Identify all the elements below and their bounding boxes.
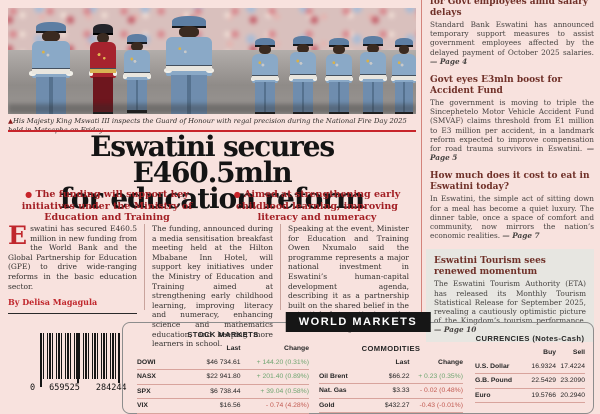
issue-barcode: 0 659525 284244 — [30, 333, 130, 393]
drop-cap: E — [8, 221, 28, 250]
headline-line-1: Eswatini secures E460.5mln — [90, 130, 335, 189]
table-title: STOCK MARKETS — [187, 330, 259, 339]
standfirst-item: ● The funding will support key initiativ… — [8, 189, 206, 224]
brief-title: Govt eyes E3mln boost for Accident Fund — [430, 75, 563, 96]
brief-title: How much does it cost to eat in Eswatini… — [430, 171, 590, 192]
table-row: Euro 19.5766 20.2940 — [475, 389, 585, 403]
world-markets-panel: WORLD MARKETS STOCK MARKETS Last Change … — [122, 312, 594, 414]
bullet-icon: ● — [233, 189, 241, 199]
sidebar-divider — [421, 0, 422, 312]
soldier-figure — [122, 34, 152, 113]
crowd-background — [8, 8, 416, 54]
news-briefs-sidebar: for Govt employees amid salary delays St… — [426, 0, 594, 351]
brief-body: In Eswatini, the simple act of sitting d… — [430, 194, 594, 241]
soldier-figure — [162, 16, 216, 114]
page-ref: — Page 7 — [502, 231, 540, 241]
article-paragraph: Speaking at the event, Minister for Educ… — [288, 224, 409, 319]
page-ref: — Page 4 — [430, 56, 468, 66]
table-row: G.B. Pound 22.5429 23.2090 — [475, 374, 585, 389]
soldier-figure — [250, 38, 280, 114]
table-header: Last Change — [395, 359, 463, 367]
article-paragraph: The funding, announced during a media se… — [152, 224, 273, 349]
page-ref: — Page 10 — [434, 325, 477, 335]
table-row: DOWI $46 734.61 + 144.20 (0.31%) — [137, 356, 309, 370]
soldier-figure — [324, 38, 354, 114]
table-row: Nat. Gas $3.33 - 0.02 (0.48%) — [319, 384, 463, 399]
standfirst-text: Aimed at strengthening early childhood l… — [236, 189, 401, 223]
standfirst-text: The funding will support key initiatives… — [21, 189, 193, 223]
stock-markets-table: STOCK MARKETS Last Change DOWI $46 734.6… — [137, 330, 309, 414]
barcode-bars — [40, 333, 120, 379]
sidebar-brief: for Govt employees amid salary delays St… — [430, 0, 594, 66]
table-row: Oil Brent $66.22 + 0.23 (0.35%) — [319, 370, 463, 384]
table-row: SPX $6 738.44 + 39.04 (0.58%) — [137, 385, 309, 399]
photo-shadow — [8, 104, 416, 114]
soldier-figure — [288, 36, 318, 114]
world-markets-tab: WORLD MARKETS — [285, 312, 431, 332]
headline-line-2: for education reform — [59, 182, 365, 215]
table-header: Buy Sell — [543, 349, 585, 357]
red-officer-figure — [88, 24, 118, 114]
article-column-2: The funding, announced during a media se… — [144, 224, 280, 348]
standfirst: ● The funding will support key initiativ… — [8, 189, 416, 224]
table-title: CURRENCIES (Notes-Cash) — [475, 334, 585, 343]
soldier-figure — [390, 38, 416, 114]
byline-rule — [8, 312, 137, 314]
table-row: NASX $22 941.80 + 201.40 (0.89%) — [137, 370, 309, 385]
article-paragraph: swatini has secured E460.5 million in ne… — [8, 224, 137, 291]
standfirst-item: ● Aimed at strengthening early childhood… — [218, 189, 416, 224]
sidebar-brief: Govt eyes E3mln boost for Accident Fund … — [430, 75, 594, 162]
table-row: U.S. Dollar 16.9324 17.4224 — [475, 360, 585, 374]
caption-triangle-icon: ▲ — [8, 117, 13, 125]
table-header: Last Change — [226, 345, 309, 353]
currencies-table: CURRENCIES (Notes-Cash) Buy Sell U.S. Do… — [475, 334, 585, 403]
brief-body: Standard Bank Eswatini has announced tem… — [430, 20, 594, 66]
article-column-3: Speaking at the event, Minister for Educ… — [280, 224, 416, 333]
soldier-figure — [358, 36, 388, 114]
brief-title: Eswatini Tourism sees renewed momentum — [434, 256, 546, 277]
sidebar-brief-highlighted: Eswatini Tourism sees renewed momentum T… — [426, 249, 594, 342]
page-ref: — Page 5 — [430, 144, 595, 163]
headline-rule — [8, 130, 416, 132]
table-title: COMMODITIES — [361, 344, 421, 353]
brief-title: for Govt employees amid salary delays — [430, 0, 589, 18]
brief-body: The government is moving to triple the S… — [430, 98, 595, 163]
soldier-figure — [28, 22, 74, 114]
barcode-digits: 0 659525 284244 — [30, 383, 130, 393]
bullet-icon: ● — [25, 189, 33, 199]
main-headline: Eswatini secures E460.5mln for education… — [8, 130, 416, 215]
brief-body: The Eswatini Tourism Authority (ETA) has… — [434, 279, 586, 335]
commodities-table: COMMODITIES Last Change Oil Brent $66.22… — [319, 344, 463, 413]
sidebar-brief: How much does it cost to eat in Eswatini… — [430, 171, 594, 240]
front-page-photo — [8, 8, 416, 114]
table-row: VIX $16.56 - 0.74 (4.28%) — [137, 399, 309, 414]
table-row: Gold $432.27 -0.43 (-0.01%) — [319, 399, 463, 413]
byline: By Delisa Magagula — [8, 297, 98, 308]
